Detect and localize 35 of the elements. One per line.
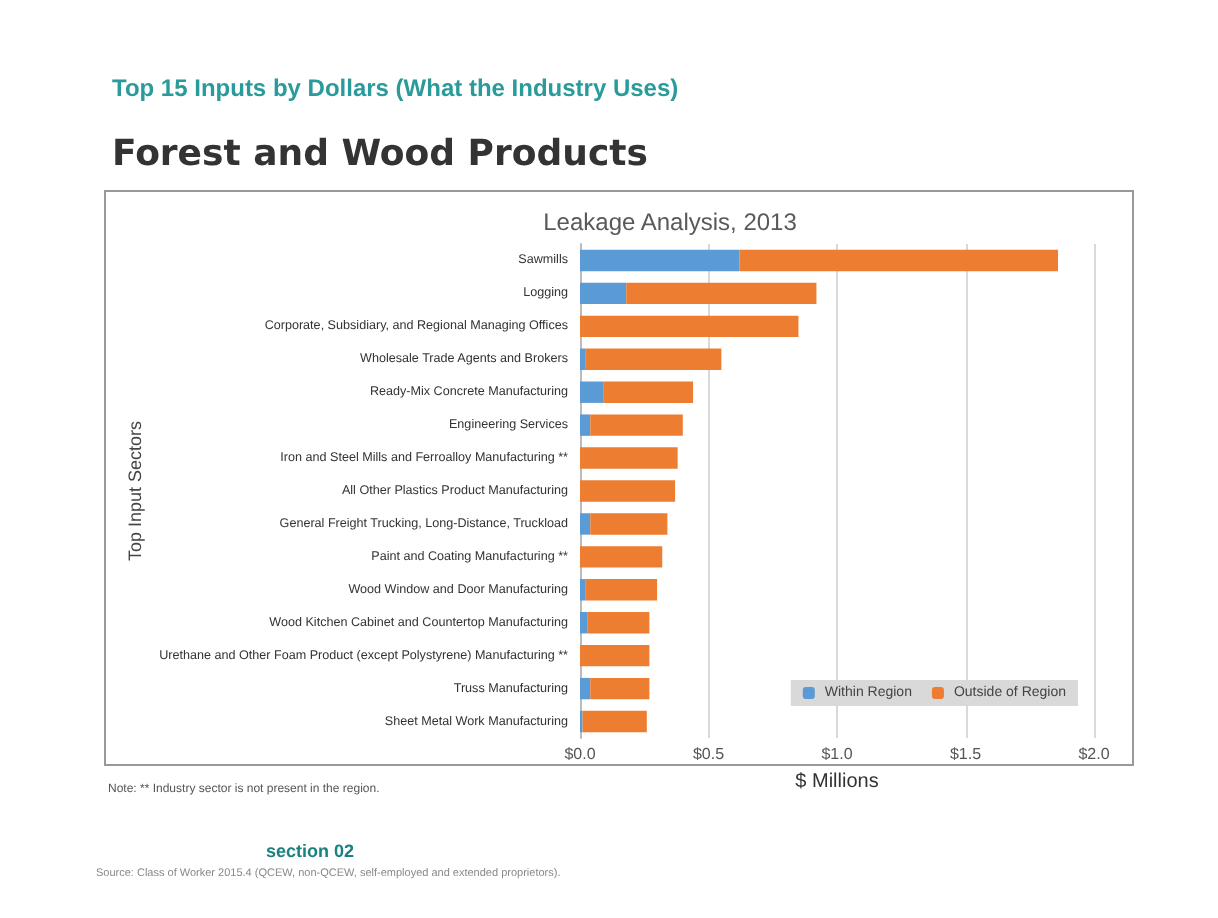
bar [580, 579, 586, 601]
bar [580, 348, 586, 370]
bar [580, 414, 591, 436]
text: Top 15 Inputs by Dollars (What the Industry Uses) [112, 74, 679, 102]
bar [580, 513, 591, 535]
bar [587, 612, 650, 634]
bar [580, 644, 650, 667]
bar [626, 282, 817, 305]
x-tick-label: $1.5 [949, 745, 983, 763]
bar [580, 677, 591, 700]
x-tick-label: $0.5 [692, 745, 726, 763]
bar [590, 677, 650, 700]
bar [580, 447, 678, 469]
bar [580, 546, 663, 568]
bar [580, 249, 740, 272]
x-tick-label: $2.0 [1078, 745, 1111, 763]
bar [585, 348, 722, 370]
bar [582, 710, 647, 733]
x-tick-label: $1.0 [821, 745, 854, 763]
bar [603, 381, 694, 403]
bar [585, 579, 658, 601]
bar [590, 513, 668, 535]
bar [739, 249, 1059, 272]
bar [580, 282, 627, 305]
x-tick-label: $0.0 [564, 745, 597, 763]
bar [580, 381, 604, 403]
bar [580, 315, 799, 338]
y-axis-title: Top Input Sectors [125, 419, 145, 562]
bar [580, 480, 676, 502]
text: Forest and Wood Products [112, 133, 648, 175]
chart-title: Leakage Analysis, 2013 [543, 208, 798, 236]
text: section 02 [266, 841, 355, 861]
bar [580, 612, 588, 634]
bar [590, 414, 683, 436]
x-axis-title: $ Millions [795, 770, 879, 793]
